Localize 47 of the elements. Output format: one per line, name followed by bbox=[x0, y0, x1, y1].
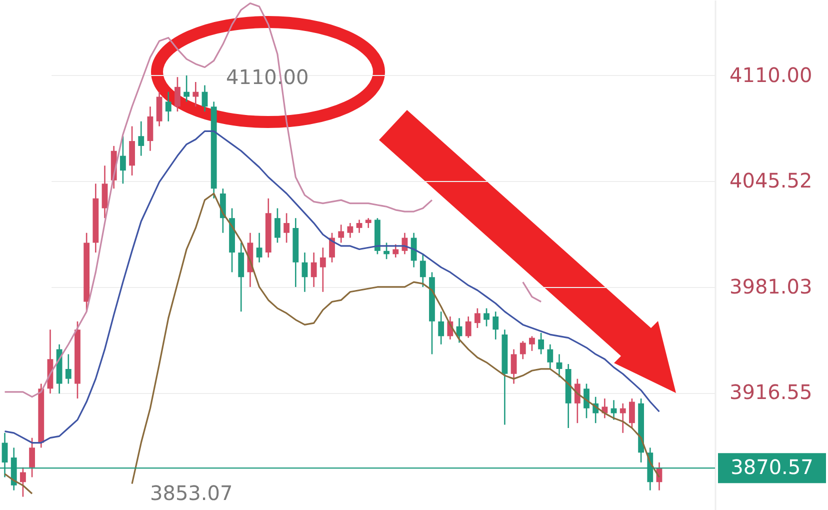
candlestick bbox=[338, 224, 344, 244]
candlestick bbox=[520, 340, 526, 360]
candlestick bbox=[556, 354, 562, 378]
candlestick bbox=[384, 242, 390, 260]
candlestick bbox=[202, 84, 208, 112]
candlestick bbox=[492, 310, 499, 340]
candlestick bbox=[256, 232, 262, 264]
annotation: 3853.07 bbox=[150, 481, 233, 505]
candlestick bbox=[192, 81, 199, 108]
candlestick bbox=[438, 310, 444, 346]
candlestick bbox=[120, 135, 126, 184]
candlestick bbox=[574, 378, 580, 424]
y-tick-label: 4110.00 bbox=[730, 62, 812, 87]
y-tick-label: 3916.55 bbox=[730, 380, 812, 404]
candlestick bbox=[329, 232, 335, 264]
candlestick bbox=[474, 308, 480, 329]
candlestick bbox=[65, 354, 72, 384]
candlestick bbox=[184, 74, 190, 102]
candlestick bbox=[420, 254, 426, 288]
candlestick bbox=[165, 91, 172, 122]
line-series bbox=[4, 130, 660, 444]
candlestick bbox=[547, 344, 554, 370]
candlestick bbox=[347, 222, 354, 238]
candlestick bbox=[138, 120, 144, 156]
candlestick bbox=[410, 232, 417, 268]
candlestick bbox=[356, 219, 362, 234]
candlestick bbox=[529, 336, 535, 352]
candlestick bbox=[302, 252, 308, 293]
candlestick bbox=[274, 208, 280, 244]
candlestick bbox=[392, 244, 399, 258]
candlestick bbox=[620, 402, 626, 434]
candlestick bbox=[584, 383, 590, 419]
candlestick bbox=[538, 332, 544, 355]
candlestick bbox=[484, 308, 490, 327]
candlestick bbox=[20, 466, 26, 498]
candlestick bbox=[29, 437, 35, 478]
candlestick bbox=[465, 316, 472, 338]
ref-line-label: 3870.57 bbox=[730, 455, 814, 480]
candlestick bbox=[174, 76, 180, 112]
y-tick-label: 3981.03 bbox=[730, 274, 812, 298]
candlestick bbox=[629, 398, 635, 429]
candlestick bbox=[510, 348, 517, 384]
candlestick bbox=[284, 212, 290, 244]
candlestick bbox=[365, 217, 372, 229]
candlestick bbox=[310, 252, 317, 288]
y-tick-label: 4045.52 bbox=[730, 168, 812, 193]
candlestick bbox=[320, 246, 326, 293]
